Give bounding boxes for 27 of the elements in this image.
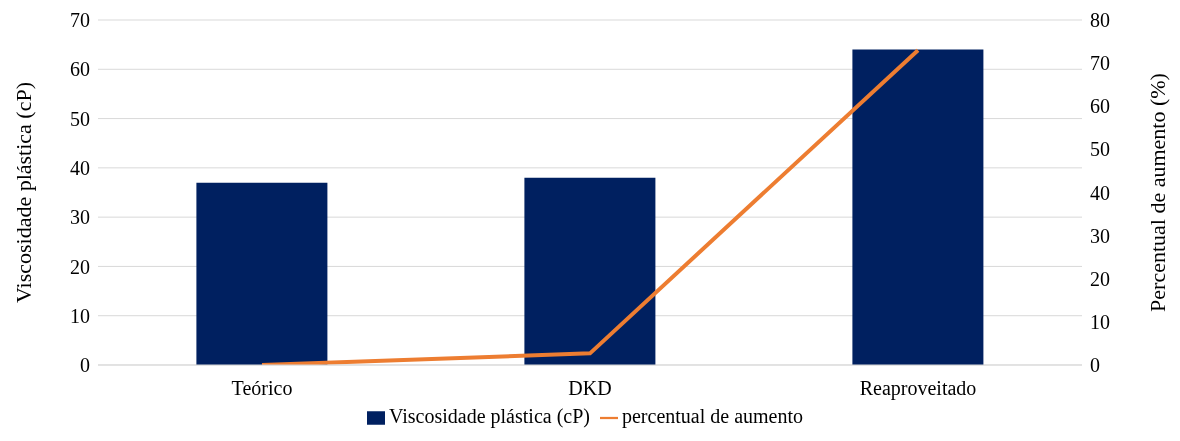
y2-tick-label: 40 bbox=[1090, 181, 1110, 204]
y2-axis-title: Percentual de aumento (%) bbox=[1144, 73, 1170, 312]
y-tick-label: 0 bbox=[80, 354, 90, 377]
x-tick-label: Teórico bbox=[231, 377, 293, 400]
y-tick-label: 40 bbox=[70, 156, 90, 179]
y2-tick-label: 0 bbox=[1090, 354, 1100, 377]
y2-tick-label: 10 bbox=[1090, 310, 1110, 333]
y-tick-label: 50 bbox=[70, 107, 90, 130]
x-tick-label: DKD bbox=[568, 377, 612, 400]
y-tick-label: 10 bbox=[70, 304, 90, 327]
y2-tick-label: 50 bbox=[1090, 138, 1110, 161]
y2-tick-label: 20 bbox=[1090, 267, 1110, 290]
y-tick-label: 60 bbox=[70, 58, 90, 81]
legend-label: Viscosidade plástica (cP) bbox=[389, 405, 590, 427]
y2-tick-label: 80 bbox=[1090, 9, 1110, 32]
y-tick-label: 20 bbox=[70, 255, 90, 278]
y2-tick-label: 60 bbox=[1090, 95, 1110, 118]
bar bbox=[852, 49, 984, 365]
y2-tick-label: 70 bbox=[1090, 52, 1110, 75]
x-tick-label: Reaproveitado bbox=[859, 377, 977, 401]
y-tick-label: 70 bbox=[70, 9, 90, 32]
y-tick-label: 30 bbox=[70, 206, 90, 229]
y-axis-title: Viscosidade plástica (cP) bbox=[10, 81, 36, 304]
bar bbox=[196, 182, 328, 365]
y2-tick-label: 30 bbox=[1090, 224, 1110, 247]
bar bbox=[524, 177, 656, 365]
legend-label: percentual de aumento bbox=[621, 405, 803, 427]
